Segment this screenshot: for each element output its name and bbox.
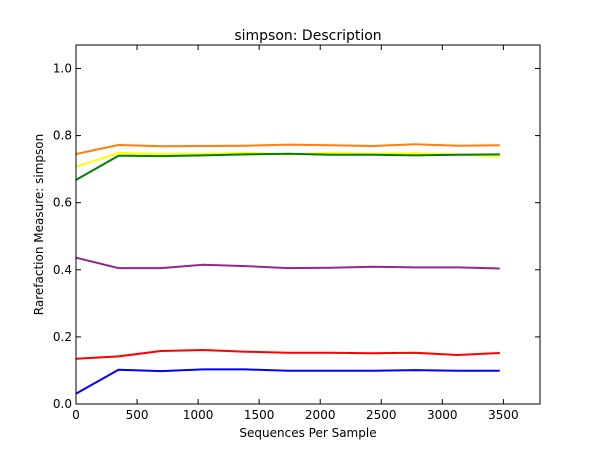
y-tick-label: 0.8 (53, 129, 72, 143)
series-line-1 (75, 143, 500, 155)
x-tick-label: 2500 (366, 408, 397, 422)
y-axis-label: Rarefaction Measure: simpson (32, 134, 46, 315)
series-line-4 (75, 256, 500, 270)
y-tick-label: 0.2 (53, 330, 72, 344)
x-tick-label: 1500 (244, 408, 275, 422)
x-tick-label: 1000 (183, 408, 214, 422)
y-tick-label: 0.6 (53, 196, 72, 210)
series-line-3 (75, 152, 500, 181)
series-line-5 (76, 349, 500, 360)
x-tick-label: 3500 (488, 408, 519, 422)
ticks-layer: 0 500 1000 1500 2000 2500 3000 3500 0.0 0.2 0.4 0.6… (53, 45, 540, 422)
x-tick-label: 2000 (305, 408, 336, 422)
y-tick-label: 1.0 (53, 61, 72, 75)
x-axis-label: Sequences Per Sample (239, 426, 376, 440)
x-tick-label: 3000 (427, 408, 458, 422)
chart-title: simpson: Description (234, 28, 381, 44)
plot-frame (75, 44, 541, 405)
y-tick-label: 0.0 (53, 397, 72, 411)
series-line-6 (75, 368, 500, 395)
x-tick-label: 0 (72, 408, 80, 422)
y-tick-label: 0.4 (53, 263, 72, 277)
x-tick-label: 500 (126, 408, 149, 422)
series-layer (75, 143, 500, 395)
